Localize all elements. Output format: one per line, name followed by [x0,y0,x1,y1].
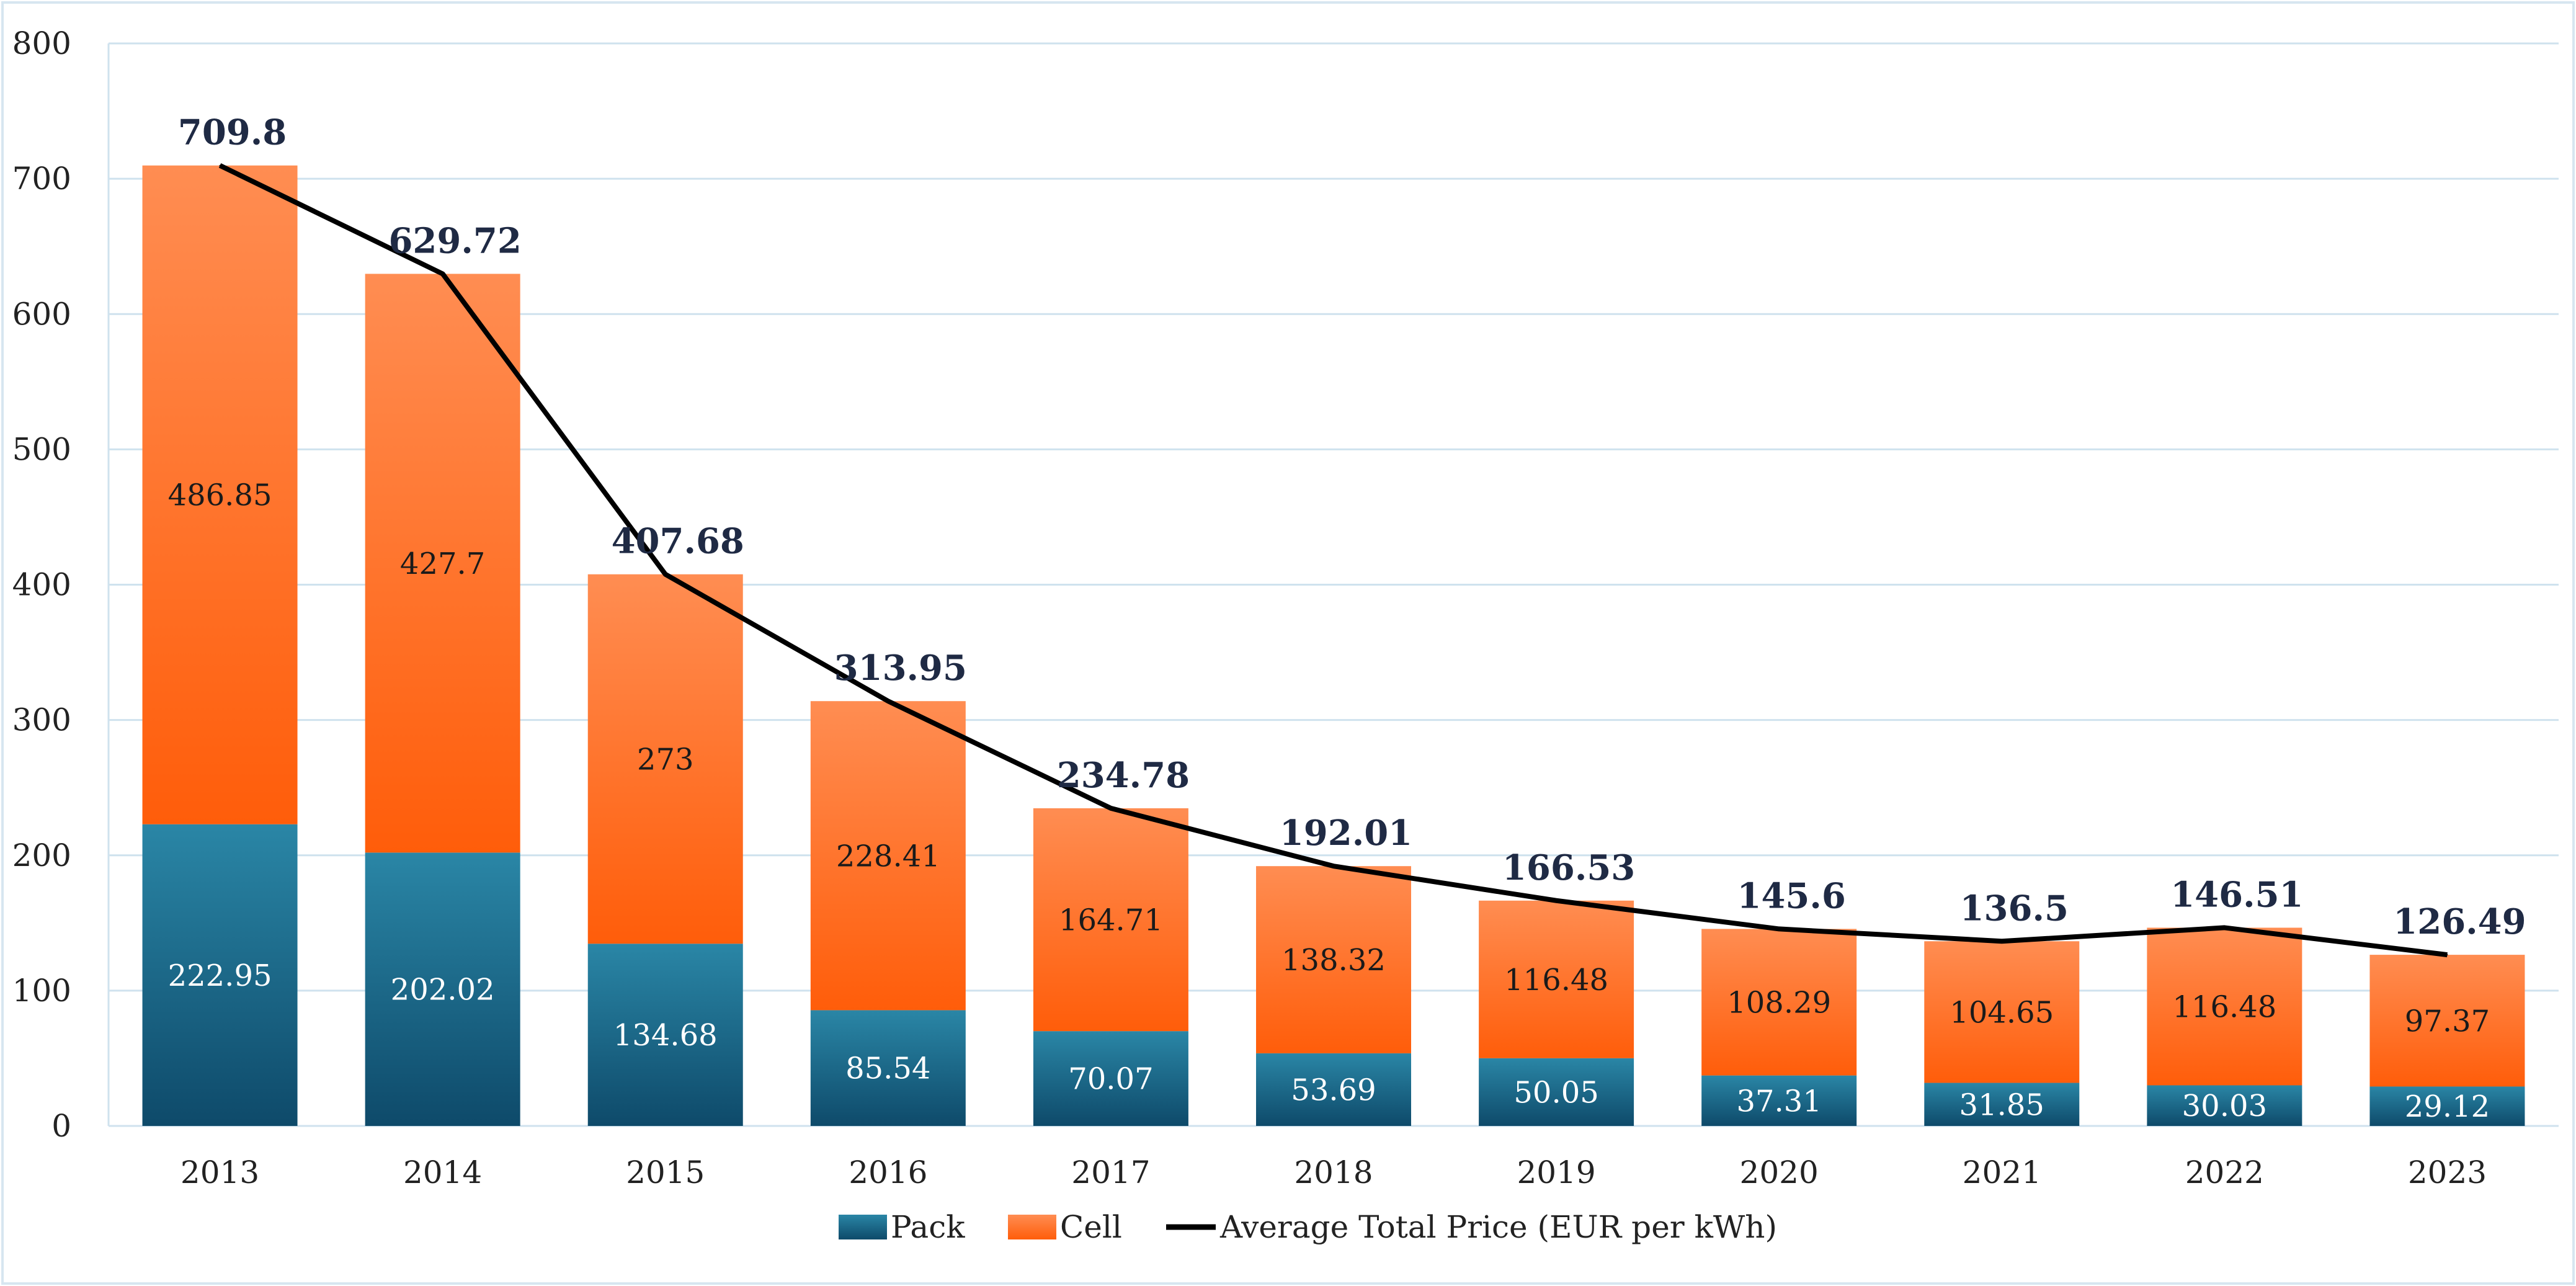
y-tick-label: 600 [12,296,71,332]
legend-swatch-pack [839,1215,887,1239]
total-price-line-group: 709.8 629.72 407.68 313.95 234.78 192.01 166.5… [178,112,2526,958]
bar-cell [2369,955,2525,1087]
x-tick-label: 2023 [2408,1154,2487,1190]
bar-cell [1701,929,1857,1076]
bar-pack [1033,1031,1188,1126]
x-tick-label: 2021 [1963,1154,2041,1190]
bar-pack [1701,1075,1857,1126]
total-price-point [1778,928,1780,930]
bar-pack [142,824,298,1126]
total-price-point [2446,954,2448,956]
x-tick-label: 2019 [1517,1154,1595,1190]
total-value-label: 146.51 [2170,874,2303,915]
bar-pack [2147,1085,2302,1126]
y-tick-label: 0 [51,1108,71,1144]
bar-pack [365,852,520,1126]
total-value-label: 629.72 [388,220,521,261]
pack-value-label: 30.03 [2182,1089,2267,1123]
total-price-point [664,573,666,575]
bar-cell [1256,866,1411,1053]
pack-value-label: 53.69 [1291,1073,1376,1107]
x-tick-label: 2014 [403,1154,482,1190]
pack-value-label: 31.85 [1959,1087,2044,1122]
total-value-label: 192.01 [1280,813,1412,854]
y-tick-label: 300 [12,702,71,738]
y-tick-label: 100 [12,973,71,1009]
total-price-point [2224,927,2226,929]
total-value-label: 136.5 [1960,888,2069,929]
cell-value-label: 228.41 [836,839,940,873]
y-tick-label: 400 [12,567,71,603]
x-tick-label: 2018 [1294,1154,1373,1190]
cell-value-label: 273 [637,742,694,777]
total-value-label: 313.95 [834,648,967,689]
bar-pack [1479,1058,1634,1126]
bar-cell [810,701,966,1011]
pack-value-label: 222.95 [168,958,272,993]
total-price-point [219,164,221,166]
y-tick-label: 700 [12,161,71,197]
cell-value-label: 116.48 [1504,963,1608,998]
bar-cell [2147,927,2302,1086]
pack-value-label: 134.68 [613,1018,718,1053]
cell-value-label: 486.85 [168,478,272,513]
bar-cell [1479,900,1634,1058]
bar-cell [587,574,743,944]
x-tick-label: 2015 [626,1154,705,1190]
total-price-point [887,700,889,702]
total-price-point [1333,865,1334,867]
x-tick-label: 2013 [180,1154,259,1190]
cell-value-label: 97.37 [2405,1004,2490,1038]
total-value-label: 407.68 [612,521,744,562]
cell-value-label: 427.7 [400,547,485,581]
total-value-label: 166.53 [1502,847,1635,888]
legend-label-total: Average Total Price (EUR per kWh) [1219,1209,1777,1245]
pack-value-label: 70.07 [1068,1062,1153,1097]
total-price-point [442,273,443,275]
pack-value-label: 37.31 [1736,1084,1821,1119]
pack-value-label: 50.05 [1513,1075,1598,1110]
legend-swatch-cell [1008,1215,1056,1239]
total-price-point [1556,900,1558,901]
cell-value-label: 104.65 [1950,995,2054,1030]
pack-value-label: 29.12 [2405,1089,2490,1124]
pack-value-label: 202.02 [391,973,495,1007]
bar-cell [1924,941,2080,1083]
x-axis-ticks: 2013 2014 2015 2016 2017 2018 2019 2020 2021 2022… [180,1154,2487,1190]
total-value-label: 126.49 [2393,901,2526,942]
total-price-point [1110,807,1112,809]
total-value-label: 145.6 [1737,875,1846,916]
x-tick-label: 2022 [2185,1154,2264,1190]
x-tick-label: 2016 [849,1154,927,1190]
legend-label-cell: Cell [1060,1209,1122,1245]
x-tick-label: 2017 [1071,1154,1150,1190]
bar-pack [1256,1053,1411,1126]
bar-pack [587,944,743,1126]
bar-cell [365,274,520,853]
y-tick-label: 200 [12,837,71,873]
pack-value-label: 85.54 [845,1052,930,1086]
cell-value-label: 108.29 [1727,986,1831,1020]
y-tick-label: 500 [12,431,71,467]
total-value-label: 234.78 [1057,755,1190,796]
cell-value-label: 116.48 [2172,989,2276,1024]
y-tick-label: 800 [12,25,71,61]
x-tick-label: 2020 [1740,1154,1819,1190]
bar-cell [1033,808,1188,1032]
bar-pack [810,1010,966,1126]
bar-pack [2369,1086,2525,1126]
bars: 222.95 486.85 202.02 427.7 134.68 273 85.54 228… [142,165,2525,1126]
legend-label-pack: Pack [891,1209,965,1245]
total-price-point [2001,940,2003,942]
y-axis-ticks: 0 100 200 300 400 500 600 700 800 [12,25,71,1144]
cell-value-label: 164.71 [1059,903,1163,938]
total-value-label: 709.8 [178,112,287,153]
cell-value-label: 138.32 [1281,943,1386,978]
legend: Pack Cell Average Total Price (EUR per kWh… [839,1209,1777,1245]
bar-cell [142,165,298,824]
bar-pack [1924,1083,2080,1126]
